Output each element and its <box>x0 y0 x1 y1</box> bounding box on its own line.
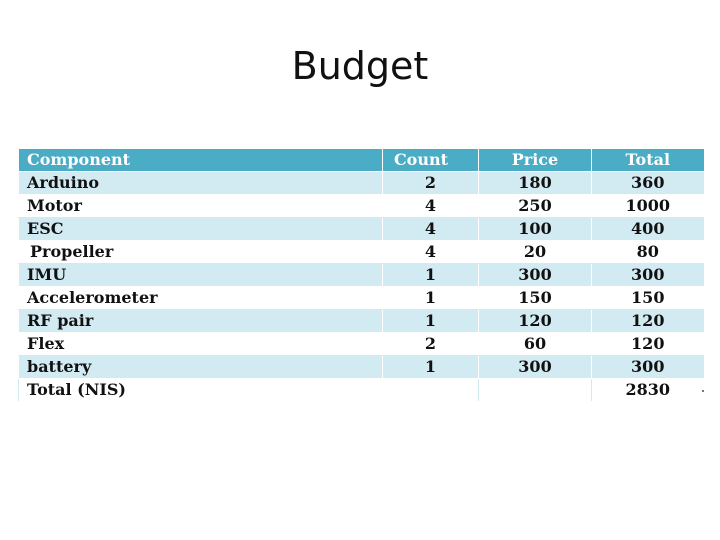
table-row: Arduino 2 180 360 <box>18 171 704 195</box>
cell-total: 150 <box>591 286 704 310</box>
cell-price: 150 <box>478 286 592 310</box>
table-header-row: Component Count Price Total <box>18 149 704 172</box>
cell-price: 250 <box>478 194 592 218</box>
cell-component: Arduino <box>18 171 383 195</box>
header-total: Total <box>591 149 704 172</box>
cell-component: battery <box>18 355 383 379</box>
cell-count: 2 <box>382 332 479 356</box>
table-row: Motor 4 250 1000 <box>18 194 704 218</box>
cell-total: 300 <box>591 263 704 287</box>
table-row: Flex 2 60 120 <box>18 332 704 356</box>
cell-count: 1 <box>382 263 479 287</box>
cell-count: 1 <box>382 286 479 310</box>
cell-component: IMU <box>18 263 383 287</box>
cell-total: 400 <box>591 217 704 241</box>
cell-component: Propeller <box>18 240 383 264</box>
header-count: Count <box>382 149 479 172</box>
cell-total: 360 <box>591 171 704 195</box>
cell-total: 120 <box>591 332 704 356</box>
table-row: IMU 1 300 300 <box>18 263 704 287</box>
budget-table: Component Count Price Total Arduino 2 180 3… <box>18 149 704 402</box>
table-row: ESC 4 100 400 <box>18 217 704 241</box>
cell-price: 20 <box>478 240 592 264</box>
page-title: Budget <box>291 44 429 88</box>
table-row: RF pair 1 120 120 <box>18 309 704 333</box>
cell-count: 4 <box>382 194 479 218</box>
cell-component: ESC <box>18 217 383 241</box>
header-component: Component <box>18 149 383 172</box>
header-price: Price <box>478 149 592 172</box>
cell-component: Motor <box>18 194 383 218</box>
cell-total: 80 <box>591 240 704 264</box>
cell-price: 300 <box>478 263 592 287</box>
cell-count: 2 <box>382 171 479 195</box>
table-row: Propeller 4 20 80 <box>18 240 704 264</box>
cell-price: 300 <box>478 355 592 379</box>
footer-label: Total (NIS) <box>18 378 383 402</box>
cell-component: RF pair <box>18 309 383 333</box>
cell-total: 120 <box>591 309 704 333</box>
cell-total: 1000 <box>591 194 704 218</box>
cell-component: Flex <box>18 332 383 356</box>
table-footer-row: Total (NIS) 2830 <box>18 378 704 402</box>
cell-price: 60 <box>478 332 592 356</box>
cell-count: 4 <box>382 240 479 264</box>
cell-total: 300 <box>591 355 704 379</box>
cell-price: 180 <box>478 171 592 195</box>
cell-count: 1 <box>382 355 479 379</box>
table-row: Accelerometer 1 150 150 <box>18 286 704 310</box>
cell-count: 1 <box>382 309 479 333</box>
cell-component: Accelerometer <box>18 286 383 310</box>
edge-mark <box>702 390 704 392</box>
footer-count <box>382 378 479 402</box>
cell-price: 120 <box>478 309 592 333</box>
footer-total: 2830 <box>591 378 704 402</box>
table-row: battery 1 300 300 <box>18 355 704 379</box>
cell-count: 4 <box>382 217 479 241</box>
footer-price <box>478 378 592 402</box>
cell-price: 100 <box>478 217 592 241</box>
